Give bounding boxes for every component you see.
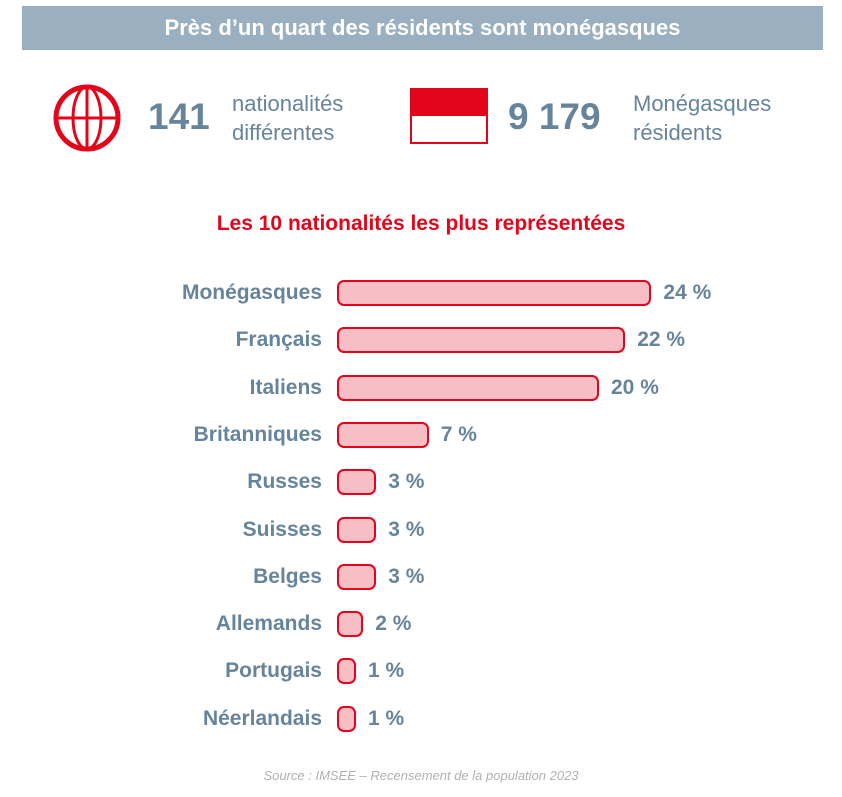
category-label: Italiens [249,375,322,399]
bar-row: Français 22 % [0,325,842,355]
value-label: 22 % [637,328,686,352]
category-label: Belges [253,564,322,588]
value-label: 7 % [440,422,477,446]
value-label: 20 % [611,375,659,399]
nationalities-count: 141 [148,96,210,137]
bar [337,374,599,401]
value-label: 3 % [388,470,425,494]
value-label: 2 % [375,612,412,636]
banner-title: Près d’un quart des résidents sont monég… [164,15,681,40]
bar [337,327,626,354]
nationalities-label: nationalités différentes [232,91,344,145]
bar-row: Italiens 20 % [0,373,842,403]
bar [337,705,356,732]
bar [337,658,356,685]
bar-row: Néerlandais 1 % [0,704,842,734]
bar [337,469,377,496]
category-label: Français [235,328,322,352]
header-banner: Près d’un quart des résidents sont monég… [22,6,823,50]
bar-row: Russes 3 % [0,467,842,497]
category-label: Allemands [215,612,322,636]
value-label: 1 % [368,706,405,730]
bar-row: Suisses 3 % [0,515,842,545]
category-label: Monégasques [181,281,322,304]
value-label: 3 % [388,564,425,588]
bar [337,563,377,590]
bar-row: Allemands 2 % [0,609,842,639]
bar-row: Monégasques 24 % [0,278,842,308]
value-label: 24 % [663,281,712,304]
category-label: Britanniques [193,422,322,446]
source-note: Source : IMSEE – Recensement de la popul… [263,768,579,783]
chart-title: Les 10 nationalités les plus représentée… [216,212,626,235]
bar [337,280,652,306]
bar [337,421,429,448]
category-label: Suisses [242,517,322,541]
bar [337,516,377,543]
category-label: Portugais [225,659,322,683]
category-label: Russes [247,470,322,494]
bar-row: Britanniques 7 % [0,420,842,450]
monaco-flag-icon [410,88,488,144]
bar-row: Belges 3 % [0,562,842,592]
monegasques-label: Monégasques résidents [633,91,772,145]
bar [337,611,364,638]
monegasques-count: 9 179 [508,96,601,137]
value-label: 3 % [388,517,425,541]
value-label: 1 % [368,659,405,683]
bar-row: Portugais 1 % [0,656,842,686]
globe-icon [53,84,121,152]
category-label: Néerlandais [202,706,322,730]
